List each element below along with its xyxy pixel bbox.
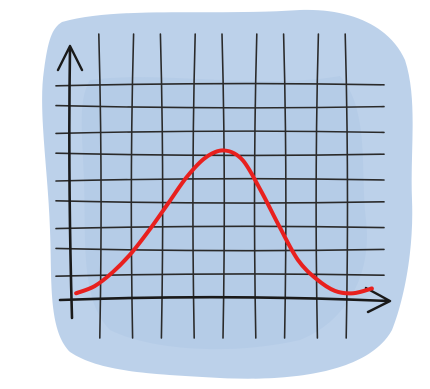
grid-line-horizontal [55, 273, 385, 277]
series-layer [74, 148, 374, 296]
grid-line-vertical [98, 33, 102, 339]
series-line [74, 148, 374, 296]
grid-line-horizontal [55, 200, 385, 204]
grid-line-vertical [315, 33, 320, 339]
grid-line-horizontal [55, 104, 385, 109]
x-axis-arrow [364, 286, 392, 314]
y-axis-arrow [56, 44, 84, 72]
grid-line-horizontal [55, 152, 385, 157]
grid-line-horizontal [55, 225, 385, 230]
grid-line-horizontal [55, 177, 385, 182]
axes [56, 44, 392, 320]
y-axis [68, 46, 74, 320]
grid-line-horizontal [55, 82, 385, 87]
grid-line-horizontal [55, 247, 385, 252]
watercolor-background [42, 9, 413, 379]
watercolor-wash [42, 9, 413, 379]
grid-line-horizontal [55, 130, 385, 135]
grid-line-vertical [344, 33, 349, 339]
x-axis [58, 295, 390, 303]
